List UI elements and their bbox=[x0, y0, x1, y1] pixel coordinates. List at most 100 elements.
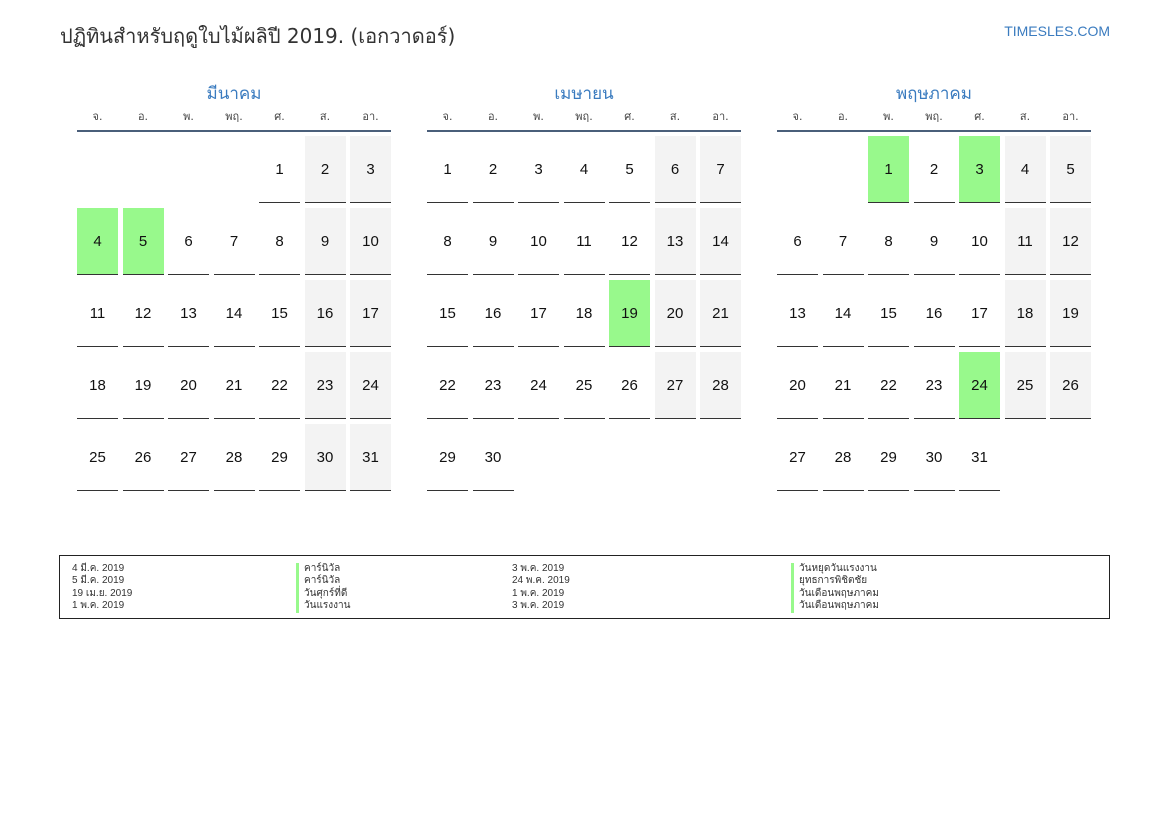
day-cell: 7 bbox=[822, 208, 864, 275]
day-cell: 3 bbox=[518, 136, 559, 203]
legend-dates-right: 3 พ.ค. 2019 24 พ.ค. 2019 1 พ.ค. 2019 3 พ.ค.… bbox=[512, 563, 570, 613]
day-cell: 18 bbox=[1004, 280, 1046, 347]
day-cell: 31 bbox=[959, 424, 1000, 491]
day-cell: 2 bbox=[913, 136, 955, 203]
weekday-header: จ. อ. พ. พฤ. ศ. ส. อา. bbox=[777, 108, 1091, 132]
holiday-day-cell: 24 bbox=[959, 352, 1000, 419]
day-cell: 17 bbox=[959, 280, 1000, 347]
day-cell: 26 bbox=[609, 352, 650, 419]
day-cell: 10 bbox=[350, 208, 391, 275]
day-cell: 24 bbox=[350, 352, 391, 419]
day-cell: 29 bbox=[868, 424, 909, 491]
holiday-legend: 4 มี.ค. 2019 5 มี.ค. 2019 19 เม.ย. 2019 1 พ… bbox=[59, 555, 1110, 619]
day-cell: 22 bbox=[868, 352, 909, 419]
day-cell: 18 bbox=[77, 352, 118, 419]
month-april: เมษายน จ. อ. พ. พฤ. ศ. ส. อา. 1 2 3 4 5 6 7 8 9 10 11 12 1… bbox=[427, 80, 741, 491]
empty-cell bbox=[77, 136, 118, 203]
day-cell: 12 bbox=[122, 280, 164, 347]
weekday-header: จ. อ. พ. พฤ. ศ. ส. อา. bbox=[77, 108, 391, 132]
weekday-label: อ. bbox=[837, 110, 849, 123]
day-cell: 27 bbox=[777, 424, 818, 491]
empty-cell bbox=[214, 136, 255, 203]
day-cell: 15 bbox=[868, 280, 909, 347]
legend-date: 3 พ.ค. 2019 bbox=[512, 600, 565, 612]
empty-cell bbox=[168, 136, 209, 203]
day-cell: 26 bbox=[122, 424, 164, 491]
legend-date: 24 พ.ค. 2019 bbox=[512, 575, 570, 587]
weekday-label: ส. bbox=[1019, 110, 1031, 123]
legend-name: วันหยุดวันแรงงาน bbox=[791, 563, 879, 576]
day-cell: 12 bbox=[609, 208, 650, 275]
day-cell: 15 bbox=[259, 280, 300, 347]
day-cell: 18 bbox=[563, 280, 605, 347]
brand-link[interactable]: TIMESLES.COM bbox=[1004, 23, 1110, 39]
day-cell: 20 bbox=[168, 352, 209, 419]
day-cell: 8 bbox=[259, 208, 300, 275]
weekday-label: พฤ. bbox=[925, 110, 943, 123]
month-march: มีนาคม จ. อ. พ. พฤ. ศ. ส. อา. 1 2 3 4 5 6 7 8 9 10 11 12 1… bbox=[77, 80, 391, 491]
day-cell: 19 bbox=[1050, 280, 1091, 347]
legend-names-right: วันหยุดวันแรงงาน ยุทธการพิชิตชัย วันเดือนพ… bbox=[791, 563, 879, 613]
day-cell: 4 bbox=[563, 136, 605, 203]
page-title: ปฏิทินสำหรับฤดูใบไม้ผลิปี 2019. (เอกวาดอ… bbox=[60, 24, 456, 48]
holiday-day-cell: 5 bbox=[122, 208, 164, 275]
day-cell: 28 bbox=[213, 424, 255, 491]
day-cell: 31 bbox=[350, 424, 391, 491]
day-cell: 17 bbox=[350, 280, 391, 347]
day-cell: 2 bbox=[472, 136, 514, 203]
day-cell: 11 bbox=[77, 280, 118, 347]
legend-date: 19 เม.ย. 2019 bbox=[72, 587, 133, 599]
weekday-label: พฤ. bbox=[575, 110, 593, 123]
weekday-label: ส. bbox=[669, 110, 681, 123]
day-cell: 14 bbox=[822, 280, 864, 347]
month-title: เมษายน bbox=[554, 84, 614, 104]
day-cell: 23 bbox=[913, 352, 955, 419]
day-cell: 13 bbox=[654, 208, 696, 275]
day-cell: 22 bbox=[259, 352, 300, 419]
month-title: มีนาคม bbox=[206, 84, 262, 104]
day-cell: 13 bbox=[777, 280, 818, 347]
weekday-label: จ. bbox=[92, 110, 103, 123]
holiday-day-cell: 1 bbox=[868, 136, 909, 203]
day-cell: 16 bbox=[913, 280, 955, 347]
day-cell: 26 bbox=[1050, 352, 1091, 419]
day-cell: 10 bbox=[959, 208, 1000, 275]
day-cell: 23 bbox=[304, 352, 346, 419]
legend-dates-left: 4 มี.ค. 2019 5 มี.ค. 2019 19 เม.ย. 2019 1 พ… bbox=[72, 563, 132, 613]
day-cell: 30 bbox=[472, 424, 514, 491]
day-cell: 3 bbox=[350, 136, 391, 203]
legend-date: 4 มี.ค. 2019 bbox=[72, 563, 125, 574]
day-cell: 11 bbox=[563, 208, 605, 275]
day-cell: 29 bbox=[427, 424, 468, 491]
holiday-day-cell: 4 bbox=[77, 208, 118, 275]
empty-cell bbox=[777, 136, 818, 203]
day-cell: 5 bbox=[609, 136, 650, 203]
day-cell: 10 bbox=[518, 208, 559, 275]
day-cell: 21 bbox=[213, 352, 255, 419]
day-cell: 30 bbox=[913, 424, 955, 491]
weekday-label: อา. bbox=[362, 110, 379, 123]
day-cell: 29 bbox=[259, 424, 300, 491]
empty-cell bbox=[123, 136, 164, 203]
day-cell: 17 bbox=[518, 280, 559, 347]
day-cell: 16 bbox=[304, 280, 346, 347]
day-cell: 19 bbox=[122, 352, 164, 419]
day-cell: 25 bbox=[77, 424, 118, 491]
weekday-label: อา. bbox=[712, 110, 729, 123]
day-cell: 1 bbox=[259, 136, 300, 203]
legend-name: คาร์นิวัล bbox=[296, 575, 350, 588]
day-cell: 1 bbox=[427, 136, 468, 203]
month-title: พฤษภาคม bbox=[895, 84, 973, 104]
weekday-label: อ. bbox=[487, 110, 499, 123]
day-cell: 25 bbox=[563, 352, 605, 419]
legend-date: 1 พ.ค. 2019 bbox=[512, 587, 565, 599]
day-cell: 6 bbox=[777, 208, 818, 275]
day-cell: 28 bbox=[822, 424, 864, 491]
day-cell: 7 bbox=[700, 136, 741, 203]
weekday-label: จ. bbox=[792, 110, 803, 123]
day-grid: 1 2 3 4 5 6 7 8 9 10 11 12 13 14 15 16 17 18 19 20 21 22 23 24 2… bbox=[77, 136, 391, 491]
day-cell: 27 bbox=[654, 352, 696, 419]
day-cell: 23 bbox=[472, 352, 514, 419]
day-cell: 9 bbox=[304, 208, 346, 275]
weekday-label: อ. bbox=[137, 110, 149, 123]
